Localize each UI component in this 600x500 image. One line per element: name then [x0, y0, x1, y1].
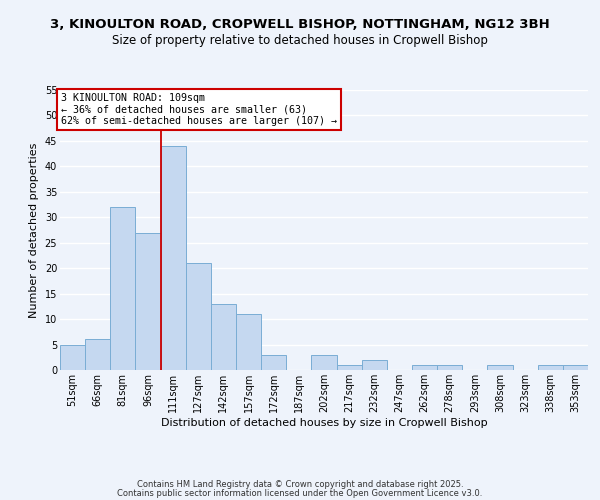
- Bar: [563, 365, 588, 370]
- Bar: [437, 365, 462, 370]
- Bar: [538, 365, 563, 370]
- Bar: [186, 263, 211, 370]
- Bar: [60, 344, 85, 370]
- Bar: [412, 365, 437, 370]
- Bar: [261, 354, 286, 370]
- Bar: [362, 360, 387, 370]
- Text: Size of property relative to detached houses in Cropwell Bishop: Size of property relative to detached ho…: [112, 34, 488, 47]
- Bar: [311, 354, 337, 370]
- Bar: [337, 365, 362, 370]
- Bar: [85, 340, 110, 370]
- Bar: [136, 232, 161, 370]
- X-axis label: Distribution of detached houses by size in Cropwell Bishop: Distribution of detached houses by size …: [161, 418, 487, 428]
- Text: 3 KINOULTON ROAD: 109sqm
← 36% of detached houses are smaller (63)
62% of semi-d: 3 KINOULTON ROAD: 109sqm ← 36% of detach…: [61, 92, 337, 126]
- Bar: [161, 146, 186, 370]
- Text: Contains public sector information licensed under the Open Government Licence v3: Contains public sector information licen…: [118, 489, 482, 498]
- Bar: [487, 365, 512, 370]
- Bar: [110, 207, 136, 370]
- Text: Contains HM Land Registry data © Crown copyright and database right 2025.: Contains HM Land Registry data © Crown c…: [137, 480, 463, 489]
- Bar: [236, 314, 261, 370]
- Bar: [211, 304, 236, 370]
- Y-axis label: Number of detached properties: Number of detached properties: [29, 142, 39, 318]
- Text: 3, KINOULTON ROAD, CROPWELL BISHOP, NOTTINGHAM, NG12 3BH: 3, KINOULTON ROAD, CROPWELL BISHOP, NOTT…: [50, 18, 550, 30]
